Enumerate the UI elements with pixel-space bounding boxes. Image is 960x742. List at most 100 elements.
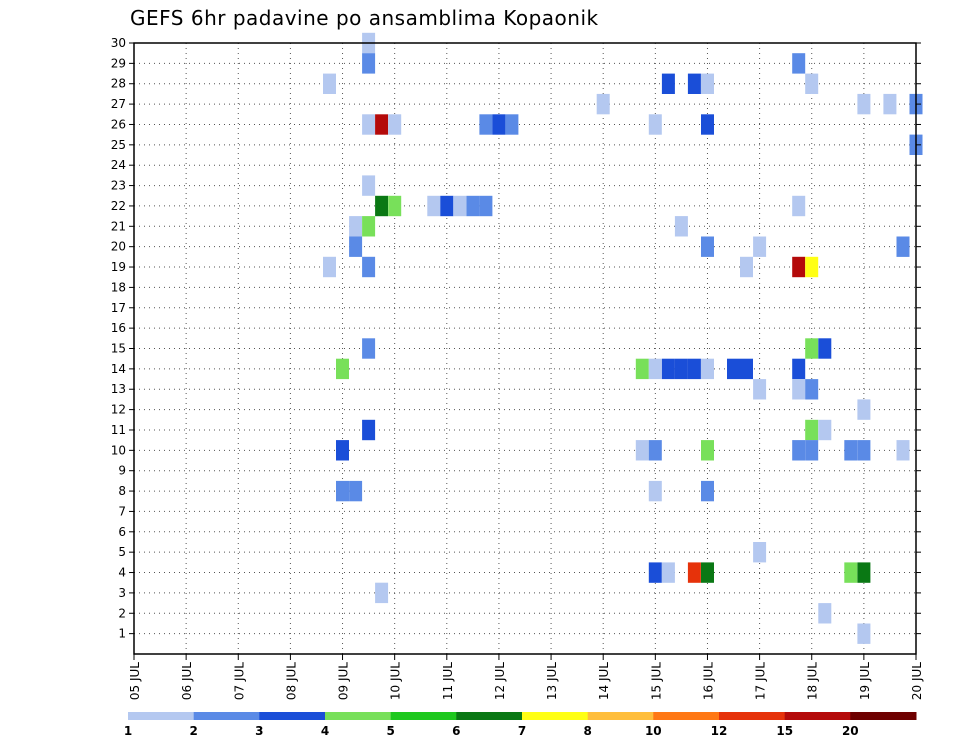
heatmap-cell	[336, 358, 349, 380]
legend-color-segment	[193, 712, 260, 720]
y-tick-label: 7	[118, 504, 126, 518]
legend-level-label: 8	[584, 724, 592, 738]
heatmap-cell	[349, 480, 363, 502]
y-tick-label: 2	[118, 606, 126, 620]
legend-level-label: 20	[842, 724, 859, 738]
y-tick-label: 11	[111, 423, 126, 437]
x-tick-label: 07 JUL	[232, 662, 246, 700]
heatmap-cell	[492, 114, 506, 135]
heatmap-cell	[440, 195, 454, 217]
heatmap-cell	[792, 53, 806, 74]
heatmap-cell	[388, 114, 402, 135]
y-tick-label: 9	[118, 464, 126, 478]
heatmap-cell	[857, 623, 871, 644]
x-tick-label: 11 JUL	[441, 662, 455, 700]
heatmap-cell	[687, 562, 701, 583]
y-tick-label: 22	[111, 199, 126, 213]
heatmap-cell	[844, 440, 858, 461]
heatmap-cell	[687, 73, 701, 94]
heatmap-cell	[805, 379, 819, 400]
heatmap-cell	[687, 358, 701, 380]
heatmap-cell	[701, 480, 714, 502]
heatmap-cell	[792, 195, 806, 217]
heatmap-cell	[635, 358, 649, 380]
heatmap-cell	[727, 358, 740, 380]
heatmap-cell	[505, 114, 519, 135]
y-tick-label: 19	[111, 260, 126, 274]
heatmap-cell	[349, 216, 363, 237]
heatmap-cell	[362, 53, 376, 74]
legend-level-label: 6	[452, 724, 460, 738]
legend-level-label: 12	[711, 724, 728, 738]
heatmap-cell	[479, 195, 493, 217]
heatmap-cell	[375, 114, 389, 135]
heatmap-cell	[375, 195, 389, 217]
x-tick-label: 18 JUL	[806, 662, 820, 700]
y-tick-label: 28	[111, 77, 126, 91]
x-tick-label: 13 JUL	[545, 662, 559, 700]
legend-level-label: 4	[321, 724, 329, 738]
legend-color-segment	[850, 712, 917, 720]
heatmap-cell	[805, 338, 819, 359]
heatmap-cell	[701, 114, 714, 135]
legend-color-segment	[522, 712, 589, 720]
y-tick-label: 10	[111, 443, 126, 457]
y-tick-label: 20	[111, 240, 126, 254]
heatmap-cell	[792, 440, 806, 461]
x-tick-label: 12 JUL	[493, 662, 507, 700]
heatmap-cell	[792, 256, 806, 278]
legend-color-segment	[325, 712, 392, 720]
heatmap-cell	[648, 440, 662, 461]
legend-level-label: 7	[518, 724, 526, 738]
heatmap-cell	[753, 542, 767, 563]
y-tick-label: 5	[118, 545, 126, 559]
heatmap-cell	[701, 562, 714, 583]
heatmap-cell	[818, 603, 832, 624]
heatmap-cell	[701, 73, 714, 94]
y-tick-label: 29	[111, 56, 126, 70]
legend-color-segment	[259, 712, 326, 720]
y-tick-label: 3	[118, 586, 126, 600]
heatmap-cell	[323, 256, 336, 278]
heatmap-cell	[740, 358, 753, 380]
heatmap-cell	[362, 114, 376, 135]
heatmap-cell	[805, 73, 819, 94]
chart-title: GEFS 6hr padavine po ansamblima Kopaonik	[130, 6, 599, 30]
y-tick-label: 23	[111, 179, 126, 193]
x-tick-label: 16 JUL	[701, 662, 715, 700]
y-tick-label: 27	[111, 97, 126, 111]
y-tick-label: 12	[111, 403, 126, 417]
y-tick-label: 21	[111, 219, 126, 233]
heatmap-cell	[336, 440, 349, 461]
legend-level-label: 10	[645, 724, 662, 738]
heatmap-cell	[336, 480, 349, 502]
heatmap-cell	[362, 256, 376, 278]
heatmap-cell	[362, 419, 376, 441]
heatmap-cell	[362, 216, 376, 237]
heatmap-cell	[805, 419, 819, 441]
heatmap-cell	[896, 440, 910, 461]
legend-color-segment	[719, 712, 786, 720]
heatmap-cell	[362, 175, 376, 196]
heatmap-cell	[701, 236, 714, 257]
y-tick-label: 13	[111, 382, 126, 396]
y-tick-label: 16	[111, 321, 126, 335]
legend-color-segment	[128, 712, 195, 720]
heatmap-cell	[857, 93, 871, 115]
y-tick-label: 4	[118, 566, 126, 580]
heatmap-cell	[674, 358, 688, 380]
heatmap-cell	[857, 562, 871, 583]
heatmap-cell	[466, 195, 480, 217]
heatmap-cell	[896, 236, 910, 257]
heatmap-cell	[818, 419, 832, 441]
x-tick-label: 06 JUL	[180, 662, 194, 700]
heatmap-cell	[805, 440, 819, 461]
x-tick-label: 20 JUL	[910, 662, 924, 700]
heatmap-cell	[701, 358, 714, 380]
heatmap-cell	[792, 379, 806, 400]
heatmap-cell	[648, 114, 662, 135]
y-tick-label: 15	[111, 342, 126, 356]
heatmap-cell	[596, 93, 610, 115]
legend-level-label: 3	[255, 724, 263, 738]
